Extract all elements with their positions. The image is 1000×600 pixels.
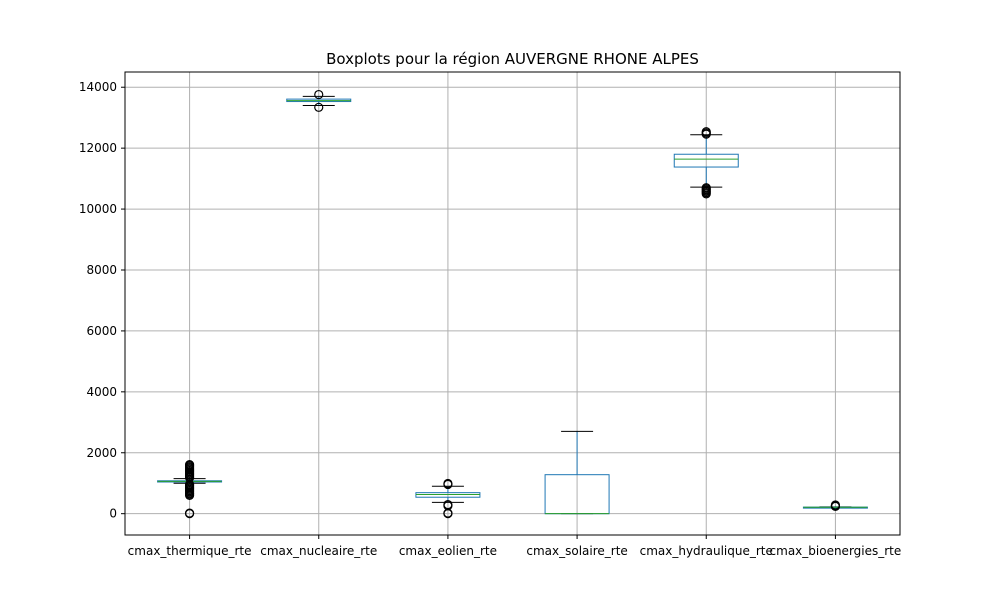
y-tick-label: 6000 (86, 324, 117, 338)
y-tick-label: 2000 (86, 446, 117, 460)
boxplot-cmax_bioenergies_rte (802, 500, 868, 511)
y-tick-label: 0 (109, 507, 117, 521)
boxplot-cmax_solaire_rte (544, 430, 610, 515)
boxplot-cmax_nucleaire_rte (286, 89, 352, 112)
grid-lines (125, 72, 900, 535)
box-iqr (673, 153, 739, 168)
x-tick-label: cmax_nucleaire_rte (260, 544, 377, 558)
outlier-point (314, 89, 324, 100)
x-axis: cmax_thermique_rte cmax_nucleaire_rte cmax… (128, 535, 902, 558)
box-series (157, 89, 868, 519)
outlier-point (443, 478, 453, 489)
x-tick-label: cmax_thermique_rte (128, 544, 252, 558)
boxplot-cmax_eolien_rte (415, 478, 481, 519)
outlier-point (443, 499, 453, 510)
x-tick-label: cmax_solaire_rte (526, 544, 627, 558)
x-tick-label: cmax_eolien_rte (399, 544, 497, 558)
y-tick-label: 4000 (86, 385, 117, 399)
y-tick-label: 14000 (79, 80, 117, 94)
outlier-point (184, 460, 195, 470)
y-tick-label: 12000 (79, 141, 117, 155)
plot-area-frame (124, 71, 901, 536)
outlier-point (701, 183, 711, 193)
chart-title: Boxplots pour la région AUVERGNE RHONE A… (326, 50, 699, 68)
y-tick-label: 8000 (86, 263, 117, 277)
outlier-point (701, 127, 711, 137)
outlier-point (314, 102, 324, 112)
boxplot-cmax_hydraulique_rte (673, 127, 739, 199)
y-axis: 0 2000 4000 6000 8000 10000 12000 14000 (79, 80, 125, 521)
x-tick-label: cmax_bioenergies_rte (770, 544, 902, 558)
boxplot-cmax_thermique_rte (157, 460, 223, 519)
outlier-point (184, 508, 195, 518)
outlier-point (830, 500, 841, 510)
x-tick-label: cmax_hydraulique_rte (640, 544, 773, 558)
y-tick-label: 10000 (79, 202, 117, 216)
